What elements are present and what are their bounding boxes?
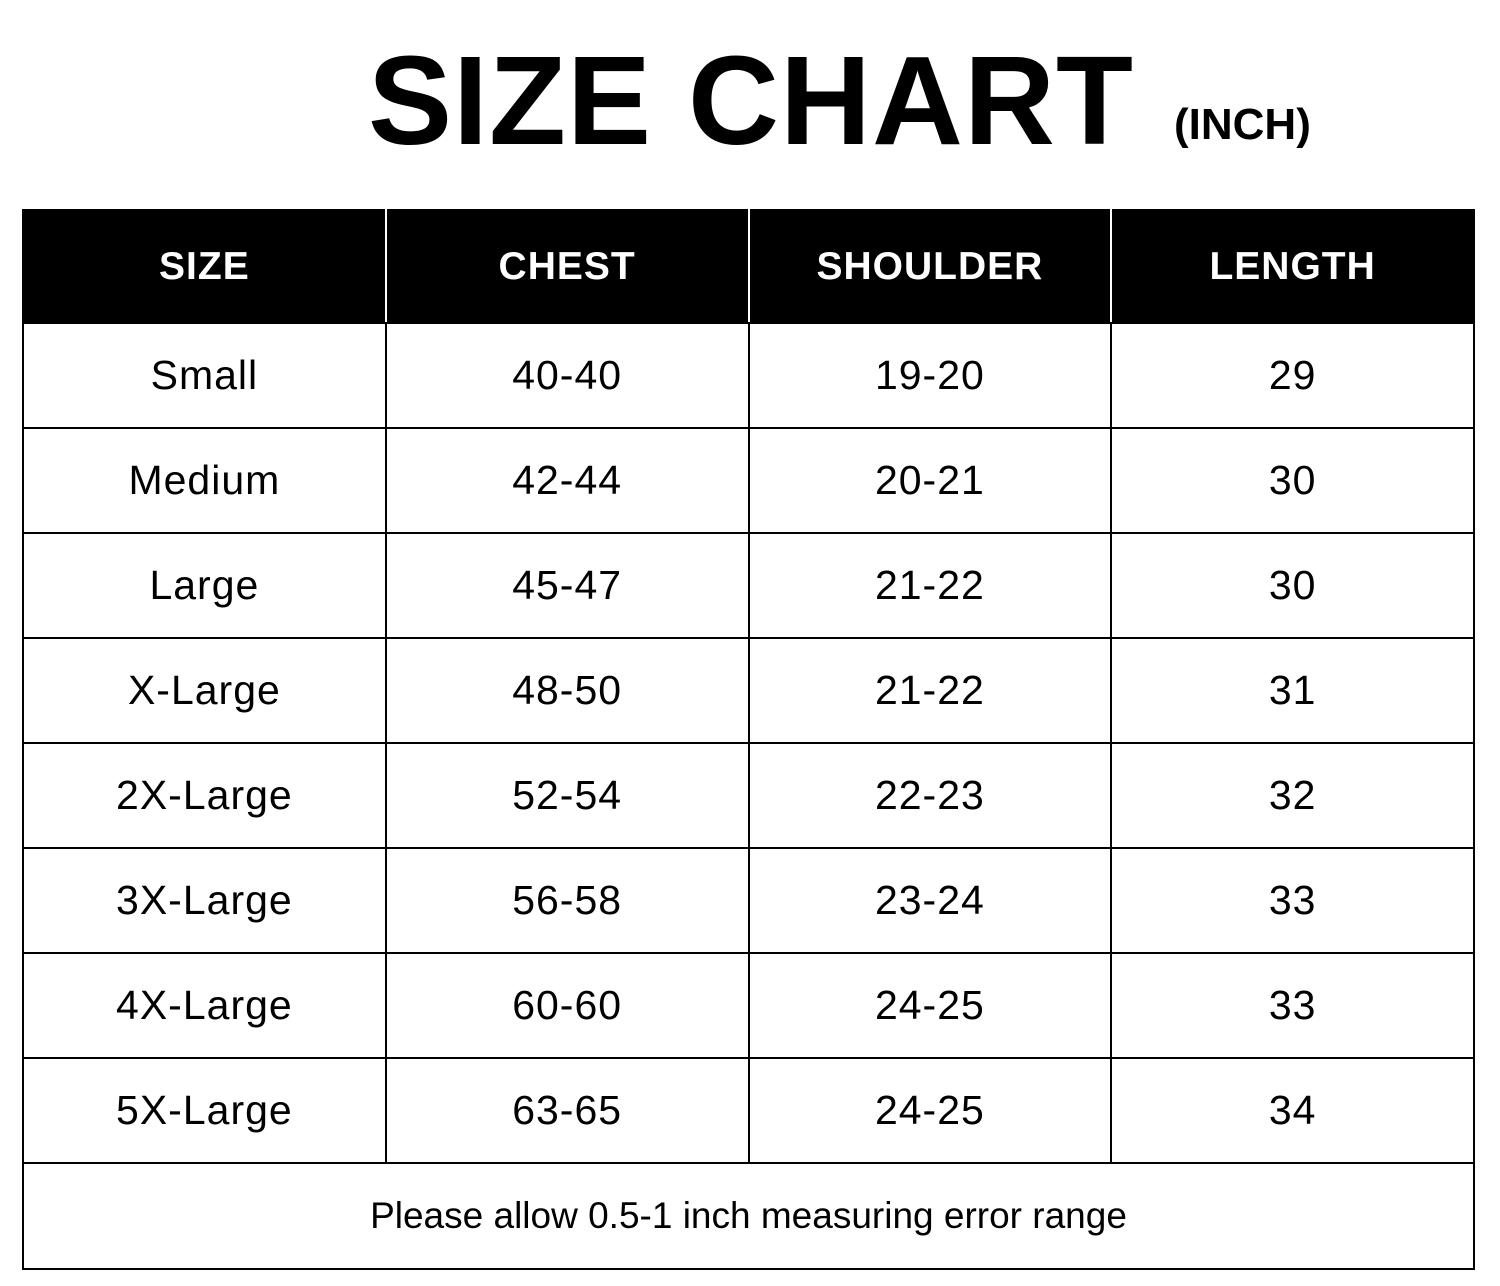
cell-size: 5X-Large: [22, 1057, 387, 1164]
table-row: Medium 42-44 20-21 30: [22, 427, 1475, 534]
table-row: X-Large 48-50 21-22 31: [22, 637, 1475, 744]
cell-chest: 48-50: [384, 637, 750, 744]
table-row: Small 40-40 19-20 29: [22, 322, 1475, 429]
cell-size: X-Large: [22, 637, 387, 744]
cell-shoulder: 20-21: [747, 427, 1113, 534]
header-chest: CHEST: [384, 209, 750, 324]
cell-size: Medium: [22, 427, 387, 534]
cell-length: 29: [1110, 322, 1475, 429]
cell-chest: 45-47: [384, 532, 750, 639]
cell-chest: 40-40: [384, 322, 750, 429]
cell-size: 4X-Large: [22, 952, 387, 1059]
cell-shoulder: 19-20: [747, 322, 1113, 429]
cell-chest: 63-65: [384, 1057, 750, 1164]
table-row: 5X-Large 63-65 24-25 34: [22, 1057, 1475, 1164]
cell-length: 32: [1110, 742, 1475, 849]
cell-chest: 60-60: [384, 952, 750, 1059]
cell-shoulder: 24-25: [747, 952, 1113, 1059]
size-chart-table: SIZE CHEST SHOULDER LENGTH Small 40-40 19-…: [22, 209, 1475, 1270]
cell-size: Large: [22, 532, 387, 639]
cell-length: 33: [1110, 952, 1475, 1059]
table-row: 4X-Large 60-60 24-25 33: [22, 952, 1475, 1059]
cell-shoulder: 21-22: [747, 532, 1113, 639]
table-row: 2X-Large 52-54 22-23 32: [22, 742, 1475, 849]
cell-length: 34: [1110, 1057, 1475, 1164]
cell-size: 3X-Large: [22, 847, 387, 954]
cell-length: 30: [1110, 427, 1475, 534]
page-title: SIZE CHART: [368, 30, 1134, 171]
unit-label: (INCH): [1174, 100, 1311, 149]
cell-chest: 42-44: [384, 427, 750, 534]
cell-length: 33: [1110, 847, 1475, 954]
header-length: LENGTH: [1110, 209, 1475, 324]
table-row: 3X-Large 56-58 23-24 33: [22, 847, 1475, 954]
note-row: Please allow 0.5-1 inch measuring error …: [22, 1162, 1475, 1270]
cell-length: 31: [1110, 637, 1475, 744]
cell-shoulder: 23-24: [747, 847, 1113, 954]
cell-chest: 56-58: [384, 847, 750, 954]
cell-size: 2X-Large: [22, 742, 387, 849]
cell-length: 30: [1110, 532, 1475, 639]
cell-chest: 52-54: [384, 742, 750, 849]
cell-shoulder: 22-23: [747, 742, 1113, 849]
header-row: SIZE CHEST SHOULDER LENGTH: [22, 209, 1475, 324]
measurement-note: Please allow 0.5-1 inch measuring error …: [22, 1162, 1475, 1270]
header-shoulder: SHOULDER: [747, 209, 1113, 324]
cell-shoulder: 24-25: [747, 1057, 1113, 1164]
header-size: SIZE: [22, 209, 387, 324]
table-row: Large 45-47 21-22 30: [22, 532, 1475, 639]
cell-shoulder: 21-22: [747, 637, 1113, 744]
cell-size: Small: [22, 322, 387, 429]
